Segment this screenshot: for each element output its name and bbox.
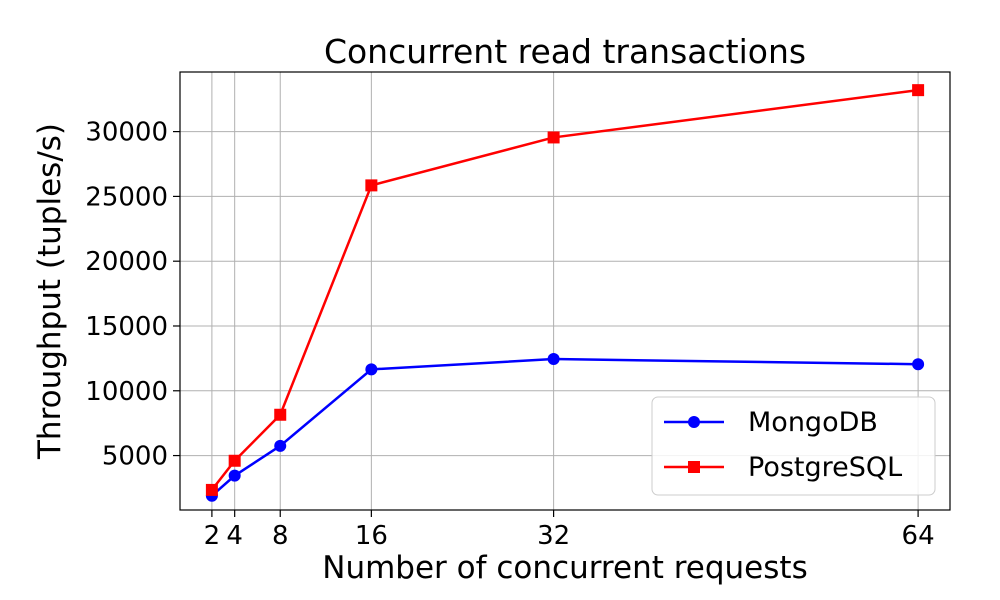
y-tick-label: 25000 [85, 182, 168, 212]
axis-ticks: 2 4 8 16 32 64 5000 10000 15000 20000 25000 30000 [85, 118, 934, 551]
series-postgresql [205, 84, 925, 496]
data-point-postgresql [274, 408, 287, 421]
x-tick-label: 16 [355, 521, 388, 551]
legend-label: MongoDB [748, 407, 878, 438]
data-point-mongodb [228, 469, 241, 482]
y-tick-label: 5000 [102, 442, 168, 472]
plot-frame [179, 71, 951, 511]
chart-title: Concurrent read transactions [324, 32, 806, 71]
data-point-postgresql [547, 131, 560, 144]
x-axis-label: Number of concurrent requests [322, 550, 807, 586]
data-point-mongodb [547, 353, 560, 366]
data-point-postgresql [228, 454, 241, 467]
legend-entry-postgresql: PostgreSQL [664, 452, 902, 483]
x-tick-label: 4 [226, 521, 243, 551]
y-axis-label: Throughput (tuples/s) [32, 123, 68, 460]
data-point-mongodb [274, 439, 287, 452]
y-tick-label: 10000 [85, 377, 168, 407]
y-tick-label: 15000 [85, 312, 168, 342]
y-tick-label: 30000 [85, 118, 168, 148]
data-point-postgresql [912, 84, 925, 97]
x-tick-label: 8 [272, 521, 289, 551]
legend-label: PostgreSQL [748, 452, 902, 483]
data-point-mongodb [365, 363, 378, 376]
data-point-postgresql [205, 483, 218, 496]
legend-marker [688, 461, 700, 473]
legend-marker [688, 416, 700, 428]
plot-series [205, 84, 925, 502]
x-tick-label: 64 [902, 521, 935, 551]
legend-entry-mongodb: MongoDB [664, 407, 878, 438]
x-tick-label: 32 [537, 521, 570, 551]
y-tick-label: 20000 [85, 247, 168, 277]
legend: MongoDB PostgreSQL [651, 396, 936, 496]
data-point-mongodb [912, 358, 925, 371]
x-tick-label: 2 [204, 521, 221, 551]
data-point-postgresql [365, 179, 378, 192]
grid [180, 72, 950, 510]
